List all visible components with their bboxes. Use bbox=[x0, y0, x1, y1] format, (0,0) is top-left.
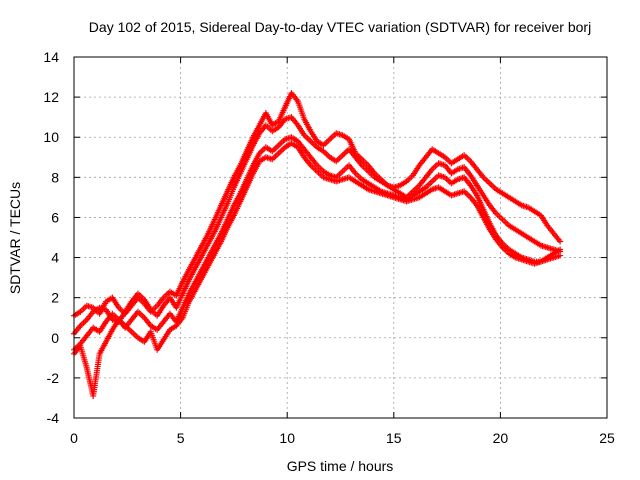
series-track-4 bbox=[71, 140, 564, 399]
y-tick-label: 8 bbox=[51, 169, 59, 185]
y-tick-label: 10 bbox=[43, 129, 59, 145]
series-track-1 bbox=[71, 90, 564, 319]
y-tick-label: -2 bbox=[47, 370, 60, 386]
x-tick-label: 15 bbox=[386, 430, 402, 446]
x-tick-label: 20 bbox=[493, 430, 509, 446]
x-tick-label: 5 bbox=[177, 430, 185, 446]
y-tick-label: 2 bbox=[51, 290, 59, 306]
axis-ticks: 0 5 10 15 20 25 -4 -2 0 2 4 6 8 10 12 14 bbox=[43, 49, 615, 446]
x-tick-label: 25 bbox=[599, 430, 615, 446]
y-tick-label: 12 bbox=[43, 89, 59, 105]
data-points bbox=[71, 90, 564, 399]
y-tick-label: -4 bbox=[47, 410, 60, 426]
x-tick-label: 0 bbox=[70, 430, 78, 446]
y-tick-label: 6 bbox=[51, 209, 59, 225]
data-point bbox=[557, 238, 564, 245]
y-tick-label: 0 bbox=[51, 330, 59, 346]
data-point bbox=[557, 246, 564, 253]
chart-title: Day 102 of 2015, Sidereal Day-to-day VTE… bbox=[89, 19, 591, 35]
data-point bbox=[557, 252, 564, 259]
x-axis-label: GPS time / hours bbox=[287, 458, 394, 474]
x-tick-label: 10 bbox=[279, 430, 295, 446]
y-tick-label: 4 bbox=[51, 250, 59, 266]
series-track-3 bbox=[71, 134, 564, 353]
plot-frame bbox=[73, 56, 608, 419]
y-tick-label: 14 bbox=[43, 49, 59, 65]
y-axis-label: SDTVAR / TECUs bbox=[7, 182, 23, 294]
